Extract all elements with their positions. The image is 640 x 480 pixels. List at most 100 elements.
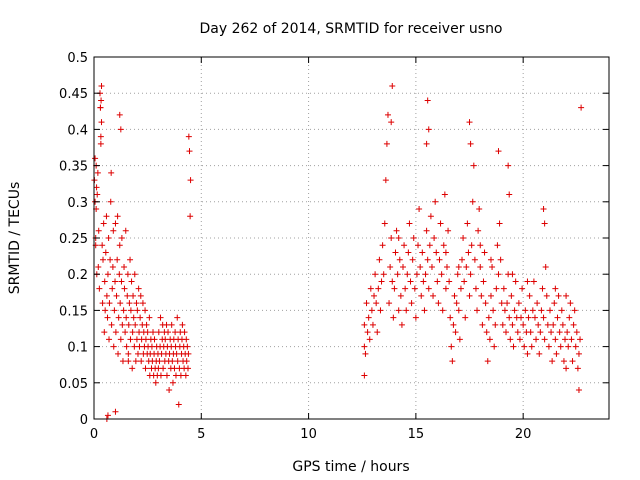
data-point (361, 343, 368, 350)
data-point (550, 321, 557, 328)
data-point (501, 307, 508, 314)
data-point (496, 220, 503, 227)
data-point (115, 314, 122, 321)
data-point (104, 412, 111, 419)
data-point (476, 206, 483, 213)
data-point (533, 336, 540, 343)
data-point (416, 206, 423, 213)
data-point (574, 365, 581, 372)
data-point (568, 336, 575, 343)
data-point (174, 314, 181, 321)
data-point (100, 256, 107, 263)
data-point (122, 227, 129, 234)
data-point (99, 300, 106, 307)
data-point (518, 314, 525, 321)
data-point (465, 249, 472, 256)
data-point (484, 358, 491, 365)
data-point (137, 292, 144, 299)
data-point (447, 314, 454, 321)
x-tick-label: 15 (408, 427, 425, 442)
data-point (487, 292, 494, 299)
data-point (439, 307, 446, 314)
data-point (127, 307, 134, 314)
data-point (455, 263, 462, 270)
data-point (418, 292, 425, 299)
data-point (471, 256, 478, 263)
data-point (119, 358, 126, 365)
data-point (438, 271, 445, 278)
data-point (112, 408, 119, 415)
data-point (455, 307, 462, 314)
data-point (187, 177, 194, 184)
data-point (401, 242, 408, 249)
data-point (97, 104, 104, 111)
data-point (578, 104, 585, 111)
data-point (437, 220, 444, 227)
data-point (382, 177, 389, 184)
x-tick-label: 0 (90, 427, 98, 442)
data-point (366, 336, 373, 343)
data-point (98, 119, 105, 126)
data-point (428, 263, 435, 270)
data-point (413, 271, 420, 278)
data-point (536, 350, 543, 357)
data-point (395, 307, 402, 314)
y-tick-label: 0.45 (59, 87, 88, 102)
data-point (135, 285, 142, 292)
data-point (376, 256, 383, 263)
data-point (379, 242, 386, 249)
data-point (481, 249, 488, 256)
data-point (560, 358, 567, 365)
data-point (445, 227, 452, 234)
data-point (133, 300, 140, 307)
data-point (97, 140, 104, 147)
data-point (150, 329, 157, 336)
data-point (466, 119, 473, 126)
y-tick-label: 0.3 (67, 196, 88, 211)
data-point (365, 314, 372, 321)
data-point (441, 191, 448, 198)
data-point (538, 307, 545, 314)
data-point (97, 133, 104, 140)
data-point (421, 307, 428, 314)
data-point (433, 249, 440, 256)
data-point (404, 271, 411, 278)
data-point (408, 300, 415, 307)
grid-lines (94, 57, 609, 419)
data-point (124, 271, 131, 278)
data-point (477, 263, 484, 270)
data-point (442, 285, 449, 292)
y-tick-label: 0 (80, 413, 88, 428)
data-point (169, 358, 176, 365)
data-point (511, 307, 518, 314)
y-tick-label: 0.15 (59, 304, 88, 319)
data-point (553, 350, 560, 357)
data-point (555, 292, 562, 299)
data-point (101, 329, 108, 336)
data-point (506, 314, 513, 321)
data-point (472, 285, 479, 292)
data-point (426, 242, 433, 249)
data-point (482, 300, 489, 307)
data-point (160, 365, 167, 372)
data-point (144, 329, 151, 336)
data-point (131, 271, 138, 278)
data-point (174, 358, 181, 365)
data-point (540, 314, 547, 321)
data-point (497, 256, 504, 263)
data-point (114, 256, 121, 263)
data-point (424, 97, 431, 104)
data-point (102, 307, 109, 314)
data-point (420, 278, 427, 285)
data-point (467, 271, 474, 278)
data-point (478, 292, 485, 299)
data-point (163, 372, 170, 379)
data-point (405, 249, 412, 256)
data-point (99, 242, 106, 249)
data-point (498, 300, 505, 307)
data-point (514, 329, 521, 336)
data-point (563, 365, 570, 372)
data-point (100, 220, 107, 227)
data-point (491, 343, 498, 350)
data-point (129, 329, 136, 336)
